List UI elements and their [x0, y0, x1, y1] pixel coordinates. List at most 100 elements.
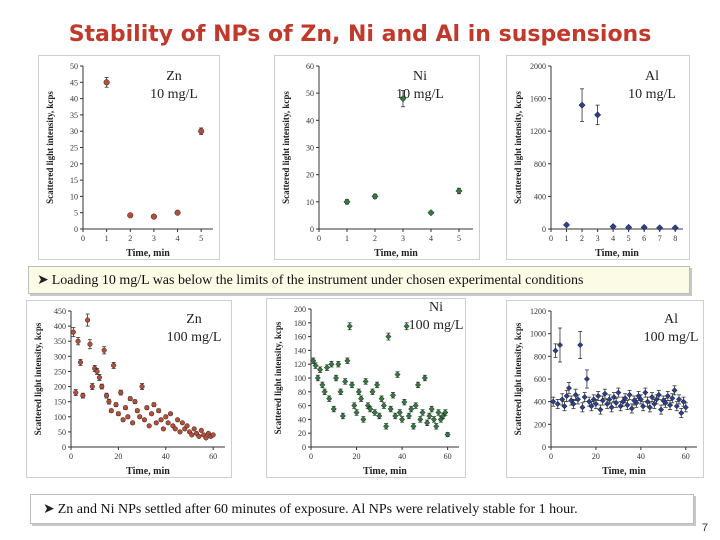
- marker: [99, 384, 105, 390]
- data-point: [615, 387, 622, 398]
- marker: [577, 341, 584, 349]
- data-point: [310, 357, 317, 364]
- data-point: [433, 423, 440, 430]
- data-point: [141, 417, 147, 423]
- marker: [373, 381, 381, 388]
- data-point: [669, 393, 676, 404]
- chart-label-ni-100: Ni 100 mg/L: [403, 299, 469, 335]
- data-point: [597, 404, 604, 415]
- x-tick-label: 0: [81, 234, 85, 243]
- marker: [608, 404, 615, 411]
- data-point: [371, 192, 379, 200]
- marker: [599, 397, 606, 404]
- marker: [330, 405, 337, 413]
- marker: [127, 212, 134, 219]
- data-point: [424, 419, 431, 427]
- marker: [139, 384, 145, 390]
- y-tick-label: 100: [54, 413, 66, 422]
- data-point: [103, 392, 110, 399]
- marker: [355, 388, 362, 395]
- data-point: [550, 396, 557, 407]
- data-point: [373, 381, 381, 389]
- y-tick-label: 450: [54, 307, 66, 316]
- arrow-bullet-icon: ➤: [37, 273, 49, 288]
- data-point: [588, 401, 595, 412]
- chart-label-element: Ni: [429, 300, 443, 315]
- marker: [80, 393, 86, 399]
- data-point: [552, 343, 559, 358]
- data-point: [455, 187, 463, 195]
- marker: [85, 317, 91, 323]
- note-detection-limit: ➤ Loading 10 mg/L was below the limits of…: [28, 266, 690, 294]
- x-tick-label: 60: [444, 452, 452, 461]
- y-tick-label: 30: [70, 127, 78, 136]
- marker: [344, 357, 351, 364]
- data-point: [337, 388, 344, 395]
- note-detection-limit-text: Loading 10 mg/L was below the limits of …: [51, 273, 584, 288]
- data-point: [577, 330, 584, 359]
- data-point: [137, 414, 143, 420]
- marker: [656, 224, 664, 232]
- marker: [424, 419, 431, 426]
- marker: [606, 396, 613, 403]
- y-axis-label: Scattered light intensity, kcps: [281, 91, 291, 204]
- data-point: [77, 358, 84, 366]
- marker: [118, 390, 124, 396]
- marker: [417, 416, 424, 423]
- marker: [108, 408, 114, 414]
- y-axis-label: Scattered light intensity, kcps: [33, 322, 43, 435]
- y-axis-label: Scattered light intensity, kcps: [45, 91, 55, 204]
- marker: [376, 412, 383, 420]
- data-point: [389, 392, 397, 399]
- marker: [640, 403, 647, 410]
- marker: [401, 399, 408, 406]
- marker: [455, 187, 463, 195]
- data-point: [640, 223, 648, 231]
- data-point: [649, 392, 656, 403]
- marker: [165, 420, 171, 426]
- chart-label-concentration: 10 mg/L: [396, 87, 444, 102]
- marker: [552, 347, 559, 354]
- marker: [89, 384, 95, 390]
- x-tick-label: 3: [596, 234, 600, 243]
- x-tick-label: 7: [658, 234, 662, 243]
- data-point: [608, 402, 615, 413]
- y-tick-label: 400: [54, 322, 66, 331]
- marker: [358, 395, 365, 402]
- marker: [149, 411, 155, 417]
- marker: [412, 402, 419, 409]
- marker: [414, 381, 422, 388]
- data-point: [113, 402, 119, 408]
- chart-label-zn-100: Zn 100 mg/L: [155, 311, 233, 347]
- data-point: [378, 395, 385, 402]
- x-tick-label: 40: [398, 452, 406, 461]
- marker: [75, 338, 81, 344]
- marker: [637, 396, 644, 403]
- data-point: [622, 393, 629, 404]
- marker: [556, 341, 564, 349]
- data-point: [583, 369, 590, 389]
- x-tick-label: 1: [105, 234, 109, 243]
- x-axis-label: Time, min: [374, 248, 418, 259]
- chart-panel-zn-100: 0 50 100 150 200 250 300 350 400 450 0 20 40 60 Time, …: [26, 300, 232, 478]
- page-number: 7: [701, 522, 708, 534]
- marker: [310, 357, 317, 364]
- data-point: [362, 378, 369, 385]
- x-tick-label: 20: [353, 452, 361, 461]
- marker: [378, 395, 385, 402]
- data-point: [435, 409, 442, 416]
- x-tick-label: 40: [637, 452, 645, 461]
- marker: [141, 417, 147, 423]
- y-tick-label: 20: [70, 160, 78, 169]
- marker: [367, 405, 374, 413]
- marker: [77, 359, 84, 365]
- marker: [435, 409, 442, 416]
- data-point: [387, 405, 394, 413]
- y-tick-label: 0: [310, 225, 314, 234]
- marker: [678, 409, 685, 417]
- data-point: [658, 404, 665, 415]
- data-point: [348, 381, 356, 389]
- marker: [198, 128, 205, 135]
- data-point: [156, 408, 162, 414]
